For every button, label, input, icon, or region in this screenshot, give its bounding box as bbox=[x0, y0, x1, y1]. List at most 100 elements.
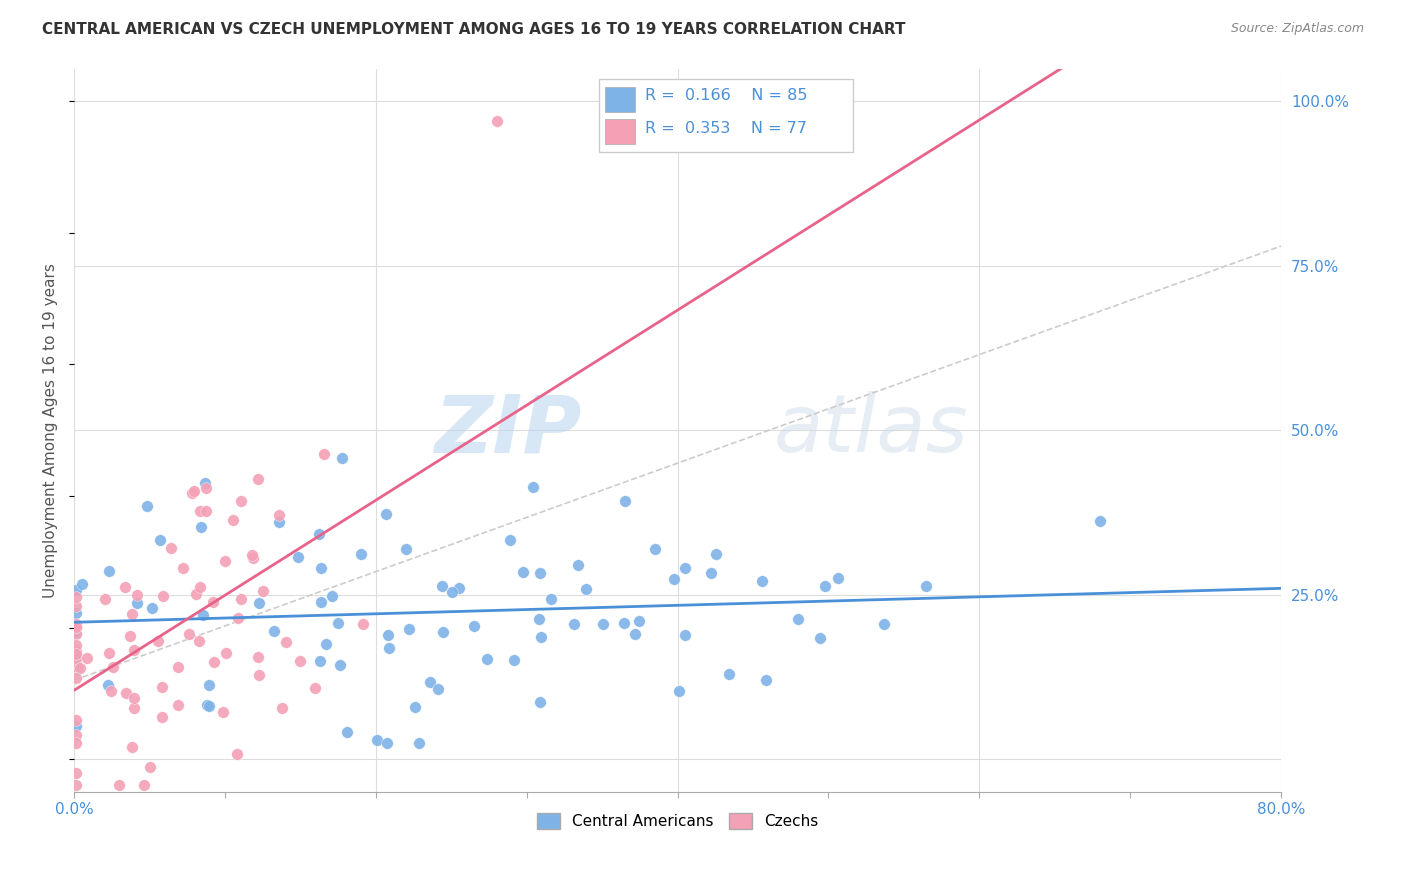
Text: ZIP: ZIP bbox=[433, 392, 581, 469]
Point bbox=[247, 650, 270, 665]
Point bbox=[125, 588, 148, 602]
Point bbox=[271, 701, 294, 715]
Point bbox=[529, 566, 551, 581]
Point bbox=[704, 547, 727, 561]
Point bbox=[114, 580, 136, 594]
Point bbox=[350, 547, 373, 561]
Point bbox=[374, 507, 396, 521]
Point bbox=[717, 666, 740, 681]
Point bbox=[166, 698, 188, 712]
Point bbox=[247, 473, 270, 487]
Point bbox=[188, 633, 211, 648]
Point bbox=[152, 589, 174, 603]
Point bbox=[97, 678, 120, 692]
Point bbox=[66, 660, 89, 674]
Point bbox=[146, 634, 169, 648]
Point bbox=[575, 582, 598, 596]
Point bbox=[194, 504, 217, 518]
Point bbox=[65, 664, 87, 678]
Point bbox=[529, 612, 551, 626]
Point bbox=[644, 541, 666, 556]
Point bbox=[65, 651, 87, 665]
Point bbox=[202, 594, 225, 608]
Point bbox=[247, 668, 270, 682]
Point bbox=[226, 610, 249, 624]
Point bbox=[366, 733, 388, 747]
Point bbox=[309, 654, 332, 668]
FancyBboxPatch shape bbox=[605, 120, 636, 145]
Point bbox=[664, 572, 686, 586]
Point bbox=[97, 564, 120, 578]
Point bbox=[252, 584, 274, 599]
Point bbox=[65, 582, 87, 597]
Point bbox=[567, 558, 589, 572]
Point bbox=[613, 615, 636, 630]
Point bbox=[873, 616, 896, 631]
Point bbox=[673, 560, 696, 574]
Point bbox=[183, 484, 205, 499]
Point bbox=[668, 683, 690, 698]
Point bbox=[65, 620, 87, 634]
Point bbox=[751, 574, 773, 589]
Point bbox=[287, 550, 309, 565]
Point bbox=[195, 481, 218, 495]
Point bbox=[194, 476, 217, 491]
Point bbox=[308, 527, 330, 541]
Point bbox=[247, 597, 270, 611]
Point bbox=[212, 705, 235, 719]
Point bbox=[65, 719, 87, 733]
Point bbox=[267, 515, 290, 529]
Point bbox=[231, 591, 253, 606]
Point bbox=[69, 661, 91, 675]
Point bbox=[786, 612, 808, 626]
Point bbox=[127, 596, 149, 610]
Point bbox=[267, 508, 290, 522]
Point bbox=[592, 617, 614, 632]
Point bbox=[181, 486, 204, 500]
Text: R =  0.166    N = 85: R = 0.166 N = 85 bbox=[645, 88, 807, 103]
Point bbox=[172, 561, 194, 575]
Text: atlas: atlas bbox=[775, 392, 969, 469]
Point bbox=[395, 542, 418, 557]
Point bbox=[150, 680, 173, 694]
Point bbox=[222, 513, 245, 527]
Point bbox=[65, 736, 87, 750]
Point bbox=[149, 533, 172, 548]
Point bbox=[186, 587, 208, 601]
Point bbox=[503, 653, 526, 667]
Point bbox=[242, 551, 264, 566]
Point bbox=[100, 683, 122, 698]
Point bbox=[65, 625, 87, 640]
Legend: Central Americans, Czechs: Central Americans, Czechs bbox=[531, 806, 824, 835]
Point bbox=[321, 589, 343, 603]
Point bbox=[377, 628, 399, 642]
Point bbox=[562, 616, 585, 631]
Point bbox=[121, 740, 143, 755]
Point bbox=[288, 654, 311, 668]
Point bbox=[167, 660, 190, 674]
Point bbox=[188, 580, 211, 594]
Point bbox=[814, 579, 837, 593]
Point bbox=[309, 595, 332, 609]
Point bbox=[432, 624, 454, 639]
Point bbox=[150, 710, 173, 724]
Text: CENTRAL AMERICAN VS CZECH UNEMPLOYMENT AMONG AGES 16 TO 19 YEARS CORRELATION CHA: CENTRAL AMERICAN VS CZECH UNEMPLOYMENT A… bbox=[42, 22, 905, 37]
Point bbox=[1088, 514, 1111, 528]
Point bbox=[160, 541, 183, 556]
Point bbox=[65, 766, 87, 780]
Point bbox=[226, 747, 249, 761]
Point bbox=[408, 736, 430, 750]
Point bbox=[336, 725, 359, 739]
Point bbox=[540, 591, 562, 606]
Point bbox=[141, 600, 163, 615]
Point bbox=[240, 548, 263, 562]
FancyBboxPatch shape bbox=[599, 79, 852, 152]
Point bbox=[312, 447, 335, 461]
Text: Source: ZipAtlas.com: Source: ZipAtlas.com bbox=[1230, 22, 1364, 36]
Point bbox=[808, 631, 831, 645]
Point bbox=[65, 728, 87, 742]
Point bbox=[755, 673, 778, 687]
Point bbox=[65, 627, 87, 641]
Point bbox=[65, 599, 87, 614]
Point bbox=[65, 671, 87, 685]
